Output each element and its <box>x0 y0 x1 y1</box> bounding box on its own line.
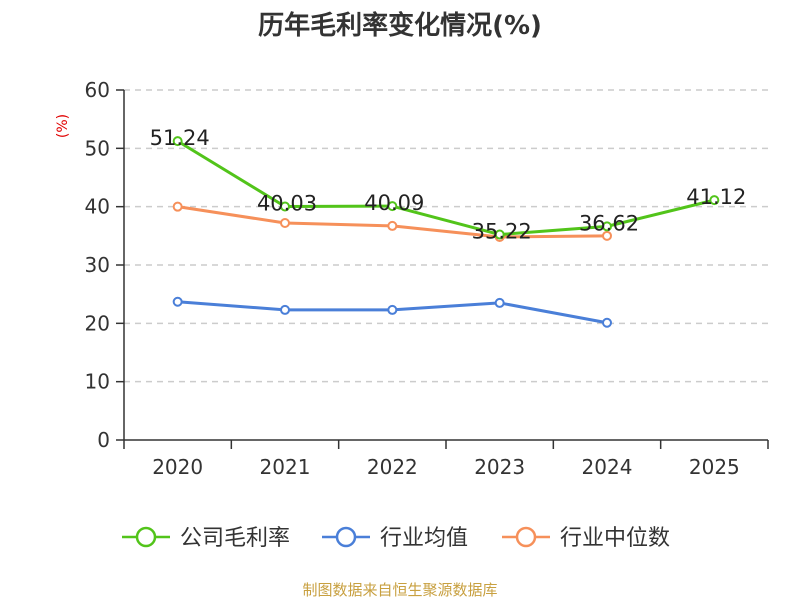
data-point[interactable] <box>280 201 290 212</box>
series-1 <box>172 296 612 328</box>
legend-item-1[interactable]: 行业均值 <box>322 526 468 551</box>
data-point[interactable] <box>280 304 290 315</box>
y-axis-label: (%) <box>55 114 71 138</box>
data-point[interactable] <box>280 218 290 228</box>
data-point[interactable] <box>602 230 612 241</box>
x-tick-label: 2023 <box>474 455 525 479</box>
chart-title: 历年毛利率变化情况(%) <box>258 10 542 41</box>
y-tick-label: 30 <box>85 253 110 277</box>
legend-marker <box>515 526 537 548</box>
legend-marker <box>135 526 157 548</box>
x-tick-label: 2022 <box>367 455 418 479</box>
series-0 <box>172 136 720 240</box>
legend-item-2[interactable]: 行业中位数 <box>502 526 670 551</box>
legend-label: 公司毛利率 <box>180 526 290 551</box>
data-point[interactable] <box>387 304 398 315</box>
legend[interactable]: 公司毛利率 行业均值 行业中位数 <box>122 526 670 551</box>
data-label: 35.22 <box>472 220 532 244</box>
data-label: 36.62 <box>579 211 639 235</box>
data-point[interactable] <box>172 296 183 307</box>
x-tick-label: 2020 <box>152 455 203 479</box>
x-tick-label: 2021 <box>260 455 311 479</box>
data-labels: 51.24 40.03 40.09 35.22 36.62 41.12 <box>150 126 747 243</box>
series-lines <box>172 136 720 328</box>
data-point[interactable] <box>602 317 612 328</box>
y-tick-label: 60 <box>85 78 110 102</box>
legend-marker <box>335 526 357 548</box>
legend-item-0[interactable]: 公司毛利率 <box>122 526 290 551</box>
data-point[interactable] <box>172 201 183 212</box>
legend-label: 行业均值 <box>380 526 468 551</box>
y-tick-label: 0 <box>97 428 110 452</box>
y-tick-label: 50 <box>85 136 110 160</box>
data-label: 41.12 <box>686 185 746 209</box>
data-point[interactable] <box>494 297 505 308</box>
x-tick-label: 2025 <box>689 455 740 479</box>
data-label: 51.24 <box>150 126 210 150</box>
data-label: 40.09 <box>364 191 424 215</box>
data-point[interactable] <box>387 201 398 212</box>
data-point[interactable] <box>172 136 183 147</box>
y-tick-label: 40 <box>85 195 110 219</box>
source-note: 制图数据来自恒生聚源数据库 <box>302 581 497 599</box>
data-point[interactable] <box>602 221 612 232</box>
data-point[interactable] <box>709 195 720 206</box>
data-label: 40.03 <box>257 191 317 215</box>
x-tick-label: 2024 <box>582 455 633 479</box>
data-point[interactable] <box>387 220 398 231</box>
legend-label: 行业中位数 <box>560 526 670 551</box>
grid-lines <box>124 89 768 383</box>
axes: 0 10 20 30 40 50 60 2020 2021 2022 2023 2024 2025 <box>85 78 769 479</box>
y-tick-label: 10 <box>85 370 110 394</box>
series-line <box>176 139 715 237</box>
y-tick-label: 20 <box>85 311 110 335</box>
data-point[interactable] <box>494 229 505 240</box>
